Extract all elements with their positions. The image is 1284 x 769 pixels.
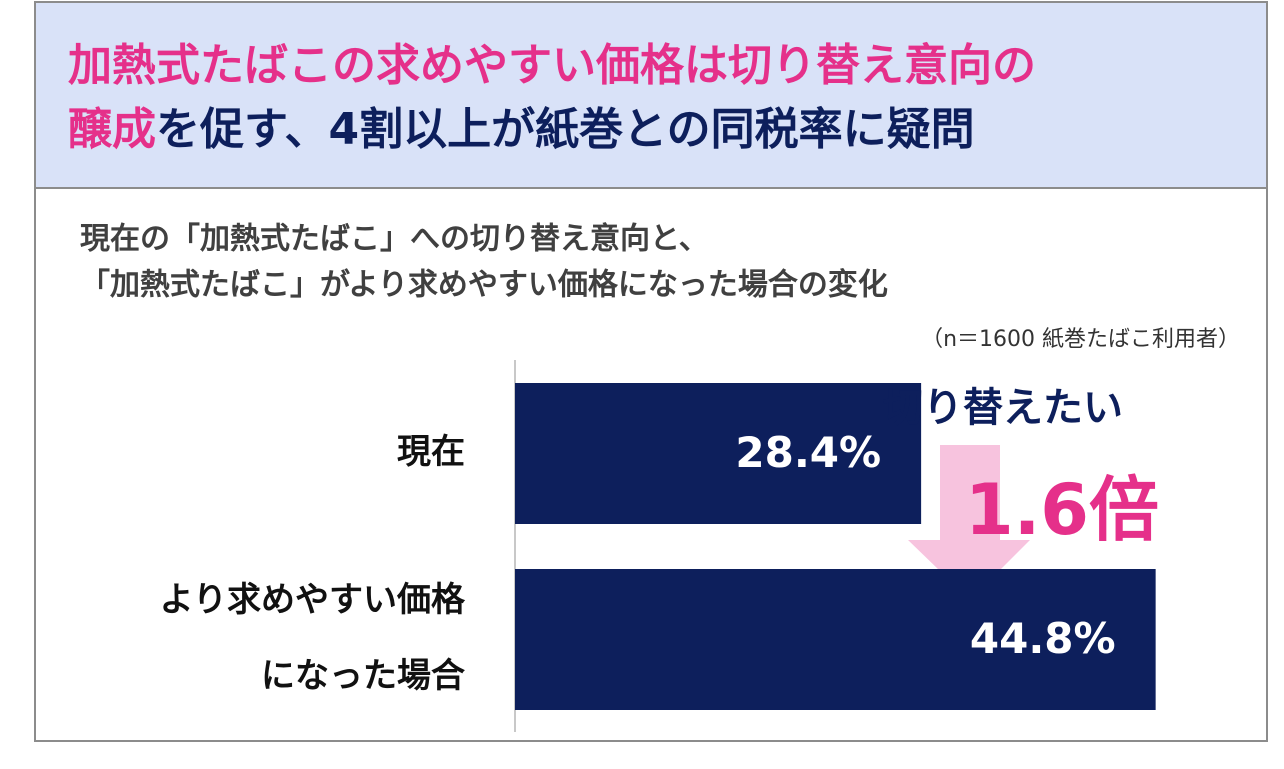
category-label: 現在 (397, 432, 465, 472)
annotation: 1.6倍 (965, 469, 1159, 551)
annotation: 切り替えたい (883, 385, 1123, 431)
title-segment: 醸成 (68, 104, 156, 155)
subtitle: 「加熱式たばこ」がより求めやすい価格になった場合の変化 (80, 268, 888, 303)
header-band (36, 3, 1266, 188)
chart-title: 加熱式たばこの求めやすい価格は切り替え意向の (68, 40, 1036, 91)
value-label: 44.8% (970, 614, 1116, 663)
arrow (908, 445, 1030, 600)
title-segment: を促す、4割以上が紙巻との同税率に疑問 (156, 104, 975, 155)
bar (515, 383, 922, 524)
value-label: 28.4% (735, 428, 881, 477)
note: （n＝1600 紙巻たばこ利用者） (921, 327, 1240, 352)
category-label: になった場合 (261, 656, 465, 696)
title-segment: 加熱式たばこの求めやすい価格は切り替え意向の (68, 40, 1036, 91)
chart-title: 醸成を促す、4割以上が紙巻との同税率に疑問 (68, 104, 975, 155)
subtitle: 現在の「加熱式たばこ」への切り替え意向と、 (80, 222, 709, 257)
category-label: より求めやすい価格 (160, 580, 466, 620)
bar (515, 569, 1156, 710)
